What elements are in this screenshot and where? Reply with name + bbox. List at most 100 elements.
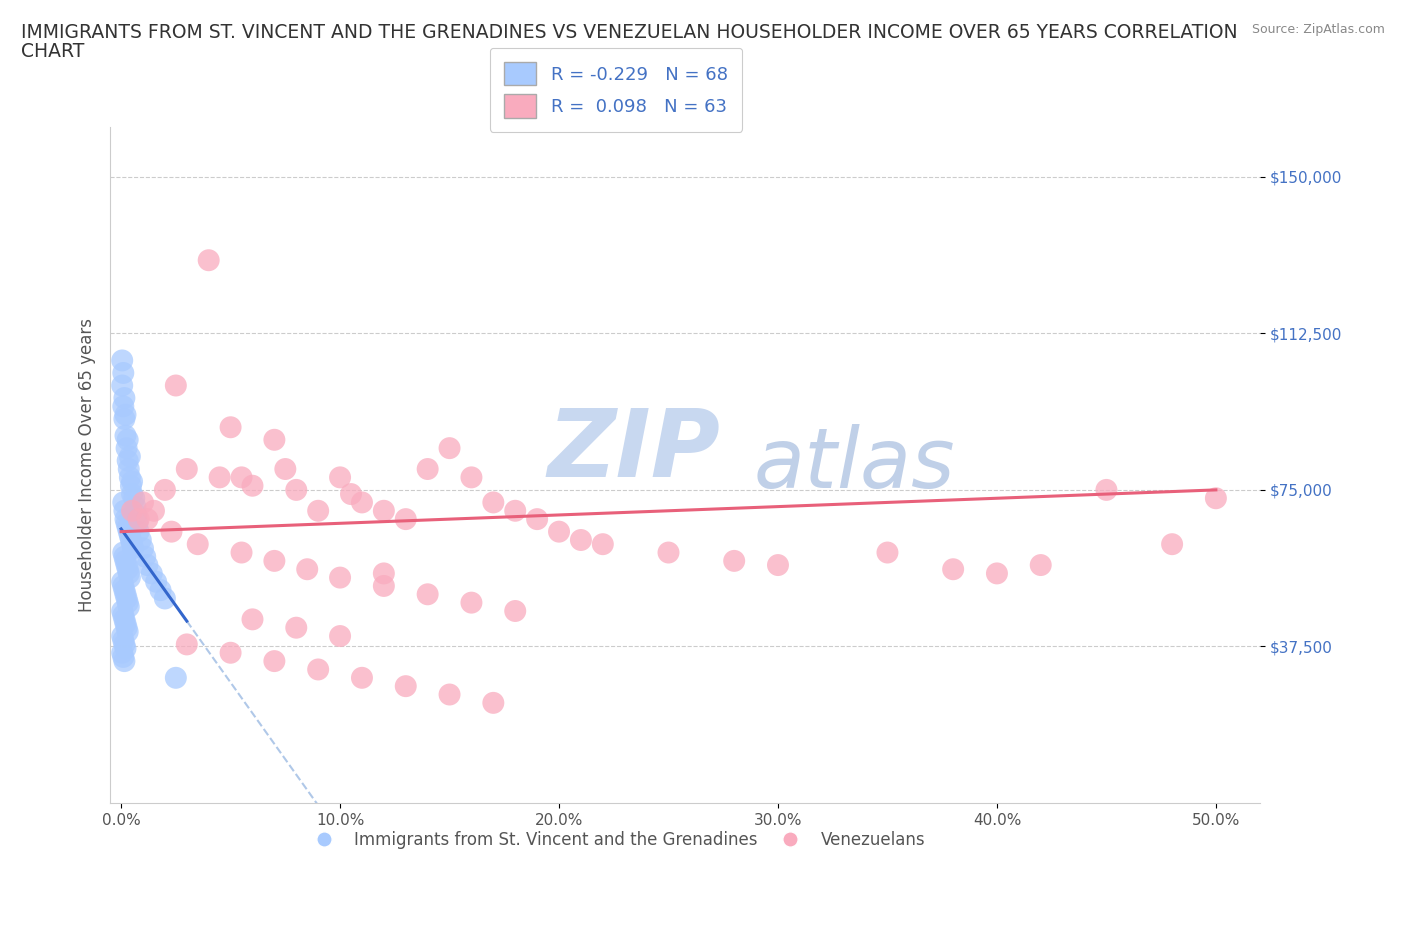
- Point: [111, 379, 134, 393]
- Point: [197, 253, 219, 268]
- Point: [117, 624, 139, 639]
- Point: [112, 632, 135, 647]
- Point: [242, 612, 264, 627]
- Point: [128, 525, 150, 539]
- Point: [231, 545, 253, 560]
- Point: [129, 533, 152, 548]
- Point: [111, 629, 134, 644]
- Point: [1205, 491, 1227, 506]
- Point: [136, 558, 159, 573]
- Point: [439, 441, 461, 456]
- Point: [1029, 558, 1052, 573]
- Point: [242, 478, 264, 493]
- Point: [482, 696, 505, 711]
- Text: CHART: CHART: [21, 42, 84, 60]
- Point: [132, 541, 155, 556]
- Point: [112, 550, 135, 565]
- Point: [118, 461, 141, 476]
- Point: [395, 679, 418, 694]
- Point: [114, 512, 136, 526]
- Point: [1095, 483, 1118, 498]
- Point: [187, 537, 209, 551]
- Text: ZIP: ZIP: [547, 405, 720, 498]
- Point: [231, 470, 253, 485]
- Text: IMMIGRANTS FROM ST. VINCENT AND THE GRENADINES VS VENEZUELAN HOUSEHOLDER INCOME : IMMIGRANTS FROM ST. VINCENT AND THE GREN…: [21, 23, 1237, 42]
- Point: [114, 553, 136, 568]
- Point: [942, 562, 965, 577]
- Point: [263, 553, 285, 568]
- Point: [111, 645, 134, 660]
- Point: [112, 654, 135, 669]
- Point: [111, 353, 134, 368]
- Point: [115, 441, 138, 456]
- Point: [439, 687, 461, 702]
- Point: [548, 525, 571, 539]
- Point: [134, 550, 156, 565]
- Point: [416, 461, 439, 476]
- Point: [307, 662, 329, 677]
- Point: [112, 637, 135, 652]
- Point: [115, 516, 138, 531]
- Y-axis label: Householder Income Over 65 years: Householder Income Over 65 years: [79, 318, 96, 612]
- Point: [340, 486, 363, 501]
- Point: [117, 432, 139, 447]
- Point: [373, 566, 395, 581]
- Point: [111, 604, 134, 618]
- Text: atlas: atlas: [754, 424, 956, 505]
- Point: [373, 503, 395, 518]
- Point: [121, 486, 143, 501]
- Point: [723, 553, 745, 568]
- Point: [114, 407, 136, 422]
- Point: [145, 575, 167, 590]
- Point: [114, 587, 136, 602]
- Point: [118, 566, 141, 581]
- Legend: Immigrants from St. Vincent and the Grenadines, Venezuelans: Immigrants from St. Vincent and the Gren…: [301, 824, 932, 856]
- Point: [307, 503, 329, 518]
- Point: [120, 533, 142, 548]
- Point: [121, 537, 143, 551]
- Point: [876, 545, 898, 560]
- Point: [503, 604, 526, 618]
- Point: [766, 558, 789, 573]
- Point: [285, 620, 308, 635]
- Point: [117, 562, 139, 577]
- Point: [153, 591, 176, 606]
- Point: [112, 391, 135, 405]
- Point: [112, 365, 135, 380]
- Point: [114, 641, 136, 656]
- Point: [329, 470, 352, 485]
- Point: [526, 512, 548, 526]
- Point: [285, 483, 308, 498]
- Point: [219, 419, 242, 434]
- Point: [112, 583, 135, 598]
- Point: [112, 495, 135, 510]
- Point: [165, 671, 187, 685]
- Point: [118, 599, 141, 614]
- Point: [118, 525, 141, 539]
- Point: [136, 512, 159, 526]
- Point: [416, 587, 439, 602]
- Point: [112, 612, 135, 627]
- Point: [114, 428, 136, 443]
- Point: [208, 470, 231, 485]
- Point: [263, 432, 285, 447]
- Point: [142, 503, 165, 518]
- Point: [149, 583, 172, 598]
- Point: [121, 474, 143, 489]
- Point: [120, 478, 142, 493]
- Point: [373, 578, 395, 593]
- Point: [124, 499, 146, 514]
- Point: [176, 637, 198, 652]
- Point: [115, 591, 138, 606]
- Point: [111, 575, 134, 590]
- Point: [141, 566, 163, 581]
- Point: [112, 411, 135, 426]
- Point: [117, 520, 139, 535]
- Point: [112, 607, 135, 622]
- Point: [121, 503, 143, 518]
- Point: [122, 541, 145, 556]
- Point: [329, 629, 352, 644]
- Point: [350, 495, 373, 510]
- Point: [112, 578, 135, 593]
- Point: [503, 503, 526, 518]
